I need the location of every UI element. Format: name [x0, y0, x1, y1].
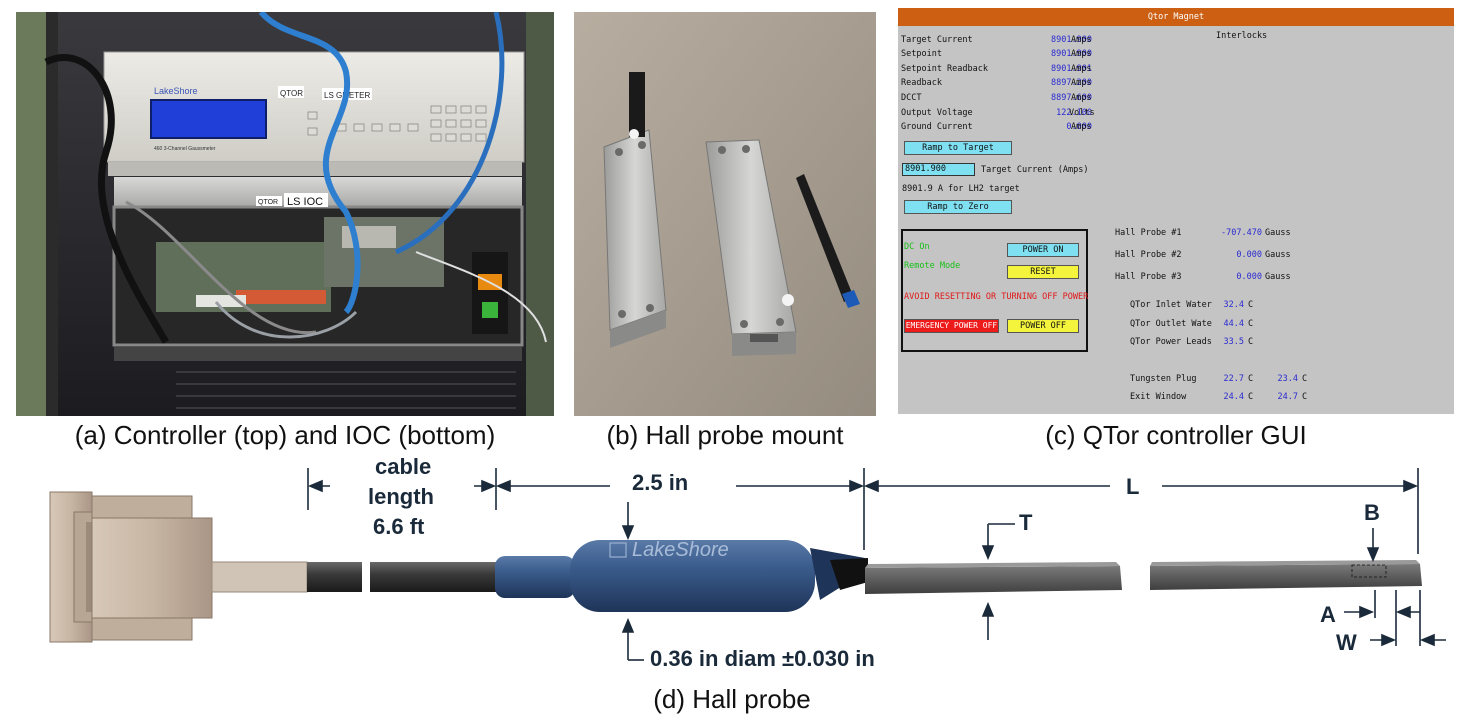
- temp-value: 44.4: [1223, 319, 1244, 329]
- handle-length-label: 2.5 in: [632, 470, 689, 495]
- reading-unit: Amps: [1071, 93, 1092, 103]
- ioc-qtor-label: QTOR: [258, 199, 278, 206]
- active-area-label: B: [1364, 500, 1380, 525]
- ramp-to-zero-button[interactable]: Ramp to Zero: [904, 200, 1012, 214]
- power-on-button[interactable]: POWER ON: [1007, 243, 1079, 257]
- reading-unit: Amps: [1071, 78, 1092, 88]
- qtor-label: QTOR: [280, 89, 303, 98]
- reading-value: 8897.600: [1051, 93, 1092, 103]
- reading-unit: Amps: [1071, 64, 1092, 74]
- temp-label: QTor Inlet Water: [1130, 300, 1212, 310]
- temp-value-2: 24.7: [1277, 392, 1298, 402]
- gaussmeter-brand: LakeShore: [154, 86, 198, 96]
- temp-unit-2: C: [1302, 392, 1308, 402]
- temp-label: QTor Power Leads: [1130, 337, 1212, 347]
- reset-button[interactable]: RESET: [1007, 265, 1079, 279]
- hall-probe-value: 0.000: [1236, 272, 1262, 282]
- temp-value: 32.4: [1223, 300, 1244, 310]
- reading-value: 0.000: [1066, 122, 1092, 132]
- probe-length-label: L: [1126, 474, 1140, 499]
- caption-c: (c) QTor controller GUI: [1045, 420, 1307, 450]
- cable-length-label-3: 6.6 ft: [373, 514, 425, 539]
- temp-label: Exit Window: [1130, 392, 1187, 402]
- target-current-label: Target Current (Amps): [981, 165, 1089, 175]
- reading-label: Setpoint Readback: [901, 64, 988, 74]
- temp-unit: C: [1248, 392, 1254, 402]
- hall-probe-label: Hall Probe #2: [1115, 250, 1182, 260]
- reading-label: Target Current: [901, 35, 973, 45]
- ramp-to-target-button[interactable]: Ramp to Target: [904, 141, 1012, 155]
- gaussmeter-model: 460 3-Channel Gaussmeter: [154, 146, 216, 152]
- reading-value: 8901.901: [1051, 64, 1092, 74]
- a-dimension-label: A: [1320, 602, 1336, 627]
- handle-brand: LakeShore: [632, 539, 729, 561]
- temp-unit-2: C: [1302, 374, 1308, 384]
- reading-label: Setpoint: [901, 49, 942, 59]
- temp-label: QTor Outlet Wate: [1130, 319, 1212, 329]
- hall-probe-label: Hall Probe #1: [1115, 228, 1182, 238]
- reading-value: 8897.200: [1051, 78, 1092, 88]
- qtor-controller-gui: Qtor Magnet Interlocks Target Current 89…: [898, 8, 1454, 414]
- reading-label: Output Voltage: [901, 108, 973, 118]
- caption-b: (b) Hall probe mount: [606, 420, 844, 450]
- thickness-label: T: [1019, 510, 1033, 535]
- remote-mode-status: Remote Mode: [904, 261, 961, 271]
- temp-unit: C: [1248, 374, 1254, 384]
- hall-probe-diagram: LakeShore: [30, 450, 1450, 680]
- hall-probe-mount-photo: [574, 12, 876, 416]
- hall-probe-unit: Gauss: [1265, 228, 1291, 238]
- hall-probe-unit: Gauss: [1265, 272, 1291, 282]
- reading-label: DCCT: [901, 93, 922, 103]
- temp-value: 22.7: [1223, 374, 1244, 384]
- hall-probe-value: -707.470: [1221, 228, 1262, 238]
- interlocks-label: Interlocks: [1216, 31, 1268, 41]
- cable-length-label-1: cable: [375, 454, 432, 479]
- reading-value: 8901.900: [1051, 35, 1092, 45]
- width-label: W: [1336, 630, 1357, 655]
- power-warning: AVOID RESETTING OR TURNING OFF POWER: [904, 292, 1089, 302]
- reading-unit: Amps: [1071, 49, 1092, 59]
- reading-value: 8901.900: [1051, 49, 1092, 59]
- hall-probe-unit: Gauss: [1265, 250, 1291, 260]
- hall-probe-label: Hall Probe #3: [1115, 272, 1182, 282]
- target-note: 8901.9 A for LH2 target: [902, 184, 1020, 194]
- temp-unit: C: [1248, 319, 1254, 329]
- temp-unit: C: [1248, 300, 1254, 310]
- reading-label: Ground Current: [901, 122, 973, 132]
- cable-length-label-2: length: [368, 484, 434, 509]
- ioc-label: LS IOC: [287, 196, 323, 208]
- reading-value: 122.100: [1056, 108, 1092, 118]
- target-current-input[interactable]: 8901.900: [902, 163, 975, 176]
- reading-unit: Volts: [1069, 108, 1095, 118]
- power-control-box: [901, 229, 1088, 352]
- temp-unit: C: [1248, 337, 1254, 347]
- reading-label: Readback: [901, 78, 942, 88]
- diameter-label: 0.36 in diam ±0.030 in: [650, 646, 875, 671]
- temp-value: 33.5: [1223, 337, 1244, 347]
- hall-probe-value: 0.000: [1236, 250, 1262, 260]
- dc-on-status: DC On: [904, 242, 930, 252]
- caption-a: (a) Controller (top) and IOC (bottom): [74, 420, 496, 450]
- emergency-power-off-button[interactable]: EMERGENCY POWER OFF: [904, 319, 999, 333]
- power-off-button[interactable]: POWER OFF: [1007, 319, 1079, 333]
- temp-value-2: 23.4: [1277, 374, 1298, 384]
- temp-value: 24.4: [1223, 392, 1244, 402]
- reading-unit: Amps: [1071, 35, 1092, 45]
- controller-photo: LakeShore 460 3-Channel Gaussmeter QTOR …: [16, 12, 554, 416]
- caption-d: (d) Hall probe: [653, 684, 811, 714]
- gui-title: Qtor Magnet: [898, 8, 1454, 26]
- temp-label: Tungsten Plug: [1130, 374, 1197, 384]
- reading-unit: Amps: [1071, 122, 1092, 132]
